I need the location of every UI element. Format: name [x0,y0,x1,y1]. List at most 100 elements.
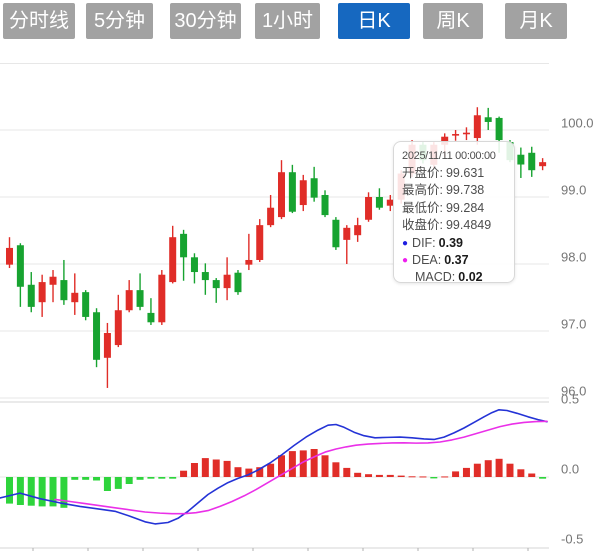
candle [212,278,220,303]
candle-wick [248,233,250,271]
candle [234,270,242,295]
candle [245,233,253,271]
candle-body [49,276,57,285]
dif-label: DIF: [412,235,436,250]
high-value: 99.738 [445,183,485,198]
candle-body [82,292,90,317]
tab-daily-k[interactable]: 日K [338,3,410,39]
candle-body [321,194,329,216]
candle [49,270,57,303]
tab-1hour[interactable]: 1小时 [255,3,320,39]
candle-body [288,172,296,212]
macd-bar [506,463,514,477]
tab-5min[interactable]: 5分钟 [86,3,153,39]
candle-body [190,257,198,273]
candle [38,274,46,317]
candle-body [212,280,220,289]
candle [299,174,307,212]
macd-bar [539,477,547,479]
candle-body [484,117,492,122]
price-axis-label: 100.0 [561,115,594,130]
candle-body [539,162,547,167]
macd-bar [245,468,253,477]
close-value: 99.4849 [445,218,492,233]
candle [473,107,481,145]
tab-minute-line[interactable]: 分时线 [3,3,75,39]
macd-bar [103,477,111,491]
macd-bar [462,467,470,477]
candle [462,127,470,141]
candle [136,273,144,311]
macd-axis-label: 0.0 [561,461,579,476]
macd-bar [473,463,481,477]
candle [365,192,373,222]
candle-body [223,274,231,289]
tab-monthly-k[interactable]: 月K [505,3,567,39]
macd-bar [321,455,329,477]
candle [528,146,536,177]
open-label: 开盘价: [402,166,443,180]
candle-body [169,237,177,283]
macd-bar [6,477,13,504]
macd-bar [419,476,427,478]
dea-label: DEA: [412,253,442,268]
candle [310,166,318,202]
candle [495,116,503,153]
candle-body [180,233,188,258]
macd-bar [267,463,275,477]
candle [60,259,68,305]
candle [147,298,155,325]
macd-bar [332,462,340,477]
high-label: 最高价: [402,183,443,198]
candle-body [234,272,242,293]
candle-body [27,284,35,307]
candle-body [6,247,13,265]
candle-body [60,280,68,301]
tooltip-dif-row: ● DIF: 0.39 [402,235,506,252]
tooltip-close-row: 收盘价: 99.4849 [402,217,506,234]
low-label: 最低价: [402,200,443,215]
candle [223,257,231,301]
macd-bar [441,476,449,478]
candle [93,308,101,368]
macd-bar [452,471,460,477]
tab-weekly-k[interactable]: 周K [423,3,483,39]
dea-line [54,420,548,515]
dea-dot-icon: ● [402,255,409,267]
candle-body [16,245,24,287]
candle [332,217,340,250]
candle-body [441,136,449,145]
candle-body [452,134,460,136]
timeframe-tab-bar: 分时线 5分钟 30分钟 1小时 日K 周K 月K [0,0,611,45]
candle [321,190,329,218]
macd-bar [408,476,416,478]
tab-30min[interactable]: 30分钟 [170,3,241,39]
macd-bar [169,477,177,479]
candle-body [256,225,264,260]
candle-body [158,274,166,323]
macd-bar [288,451,296,477]
candle [71,273,79,315]
candle [6,237,13,269]
candle [452,130,460,141]
y-axis-labels: 100.0 99.0 98.0 97.0 96.00.5 0.0 -0.5 [561,115,594,546]
macd-bar [397,475,405,477]
macd-bar [223,460,231,477]
candle-body [278,172,285,218]
candle [354,217,362,242]
candle-body [528,152,536,171]
macd-bar [375,474,383,477]
candle [125,280,133,313]
candle-body [125,290,133,311]
candle-body [93,312,101,360]
macd-bar [125,477,133,484]
candle-body [114,310,122,346]
candle [169,225,177,284]
macd-bar [212,459,220,477]
macd-bar [343,467,351,477]
price-axis-label: 98.0 [561,249,586,264]
macd-bar [180,470,188,477]
macd-bar [278,455,285,477]
candle [201,263,209,295]
